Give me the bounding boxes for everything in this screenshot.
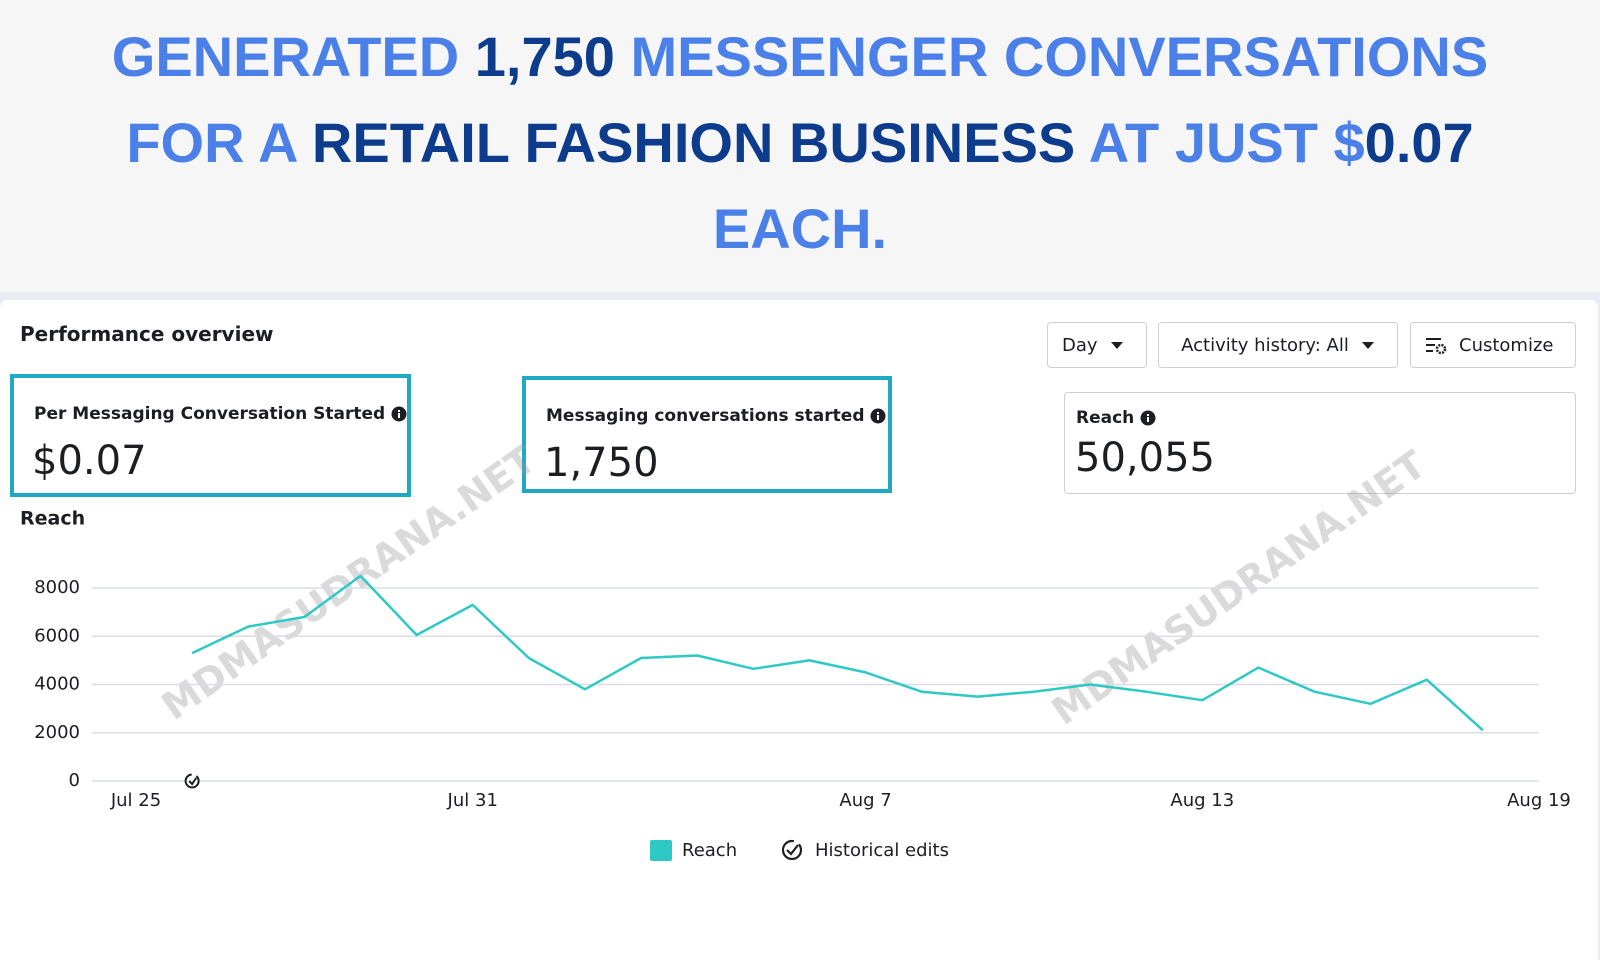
headline-segment: GENERATED (111, 25, 475, 88)
metric-label-row: Reach (1076, 408, 1156, 428)
metric-label: Per Messaging Conversation Started (34, 404, 386, 424)
metric-label: Reach (1076, 408, 1135, 428)
dropdown-arrow (1110, 342, 1123, 349)
metric-card[interactable]: Reach 50,055 (1064, 392, 1576, 494)
metric-label-row: Messaging conversations started (546, 406, 886, 426)
metric-label-row: Per Messaging Conversation Started (34, 404, 407, 424)
metric-value: $0.07 (32, 438, 147, 484)
dropdown-arrow (1361, 342, 1374, 349)
period-label: Day (1062, 334, 1098, 356)
metric-card[interactable]: Messaging conversations started 1,750 (522, 376, 892, 493)
metric-label: Messaging conversations started (546, 406, 865, 426)
headline-segment: MESSENGER CONVERSATIONS (614, 25, 1489, 88)
activity-dropdown[interactable]: Activity history: All (1158, 322, 1398, 368)
headline-segment: RETAIL FASHION BUSINESS (311, 111, 1076, 174)
info-icon (1140, 410, 1156, 426)
customize-button[interactable]: Customize (1410, 322, 1576, 368)
info-icon (391, 406, 407, 422)
headline-segment: EACH. (712, 197, 888, 260)
activity-label: Activity history: All (1181, 334, 1349, 356)
customize-label: Customize (1459, 334, 1554, 356)
headline-segment: 1,750 (474, 25, 615, 88)
section-title: Performance overview (20, 322, 274, 346)
metric-value: 50,055 (1075, 435, 1215, 481)
period-dropdown[interactable]: Day (1047, 322, 1147, 368)
headline-segment: AT JUST $ (1075, 111, 1365, 174)
metric-value: 1,750 (544, 440, 659, 486)
headline-banner: GENERATED 1,750 MESSENGER CONVERSATIONS F… (0, 0, 1600, 292)
info-icon (870, 408, 886, 424)
headline-line: FOR A RETAIL FASHION BUSINESS AT JUST $0… (0, 110, 1600, 175)
headline-line: GENERATED 1,750 MESSENGER CONVERSATIONS (0, 24, 1600, 89)
headline-segment: 0.07 (1364, 111, 1474, 174)
headline-segment: FOR A (126, 111, 312, 174)
headline-line: EACH. (0, 196, 1600, 261)
metric-card[interactable]: Per Messaging Conversation Started $0.07 (10, 374, 411, 497)
customize-icon (1426, 338, 1447, 355)
